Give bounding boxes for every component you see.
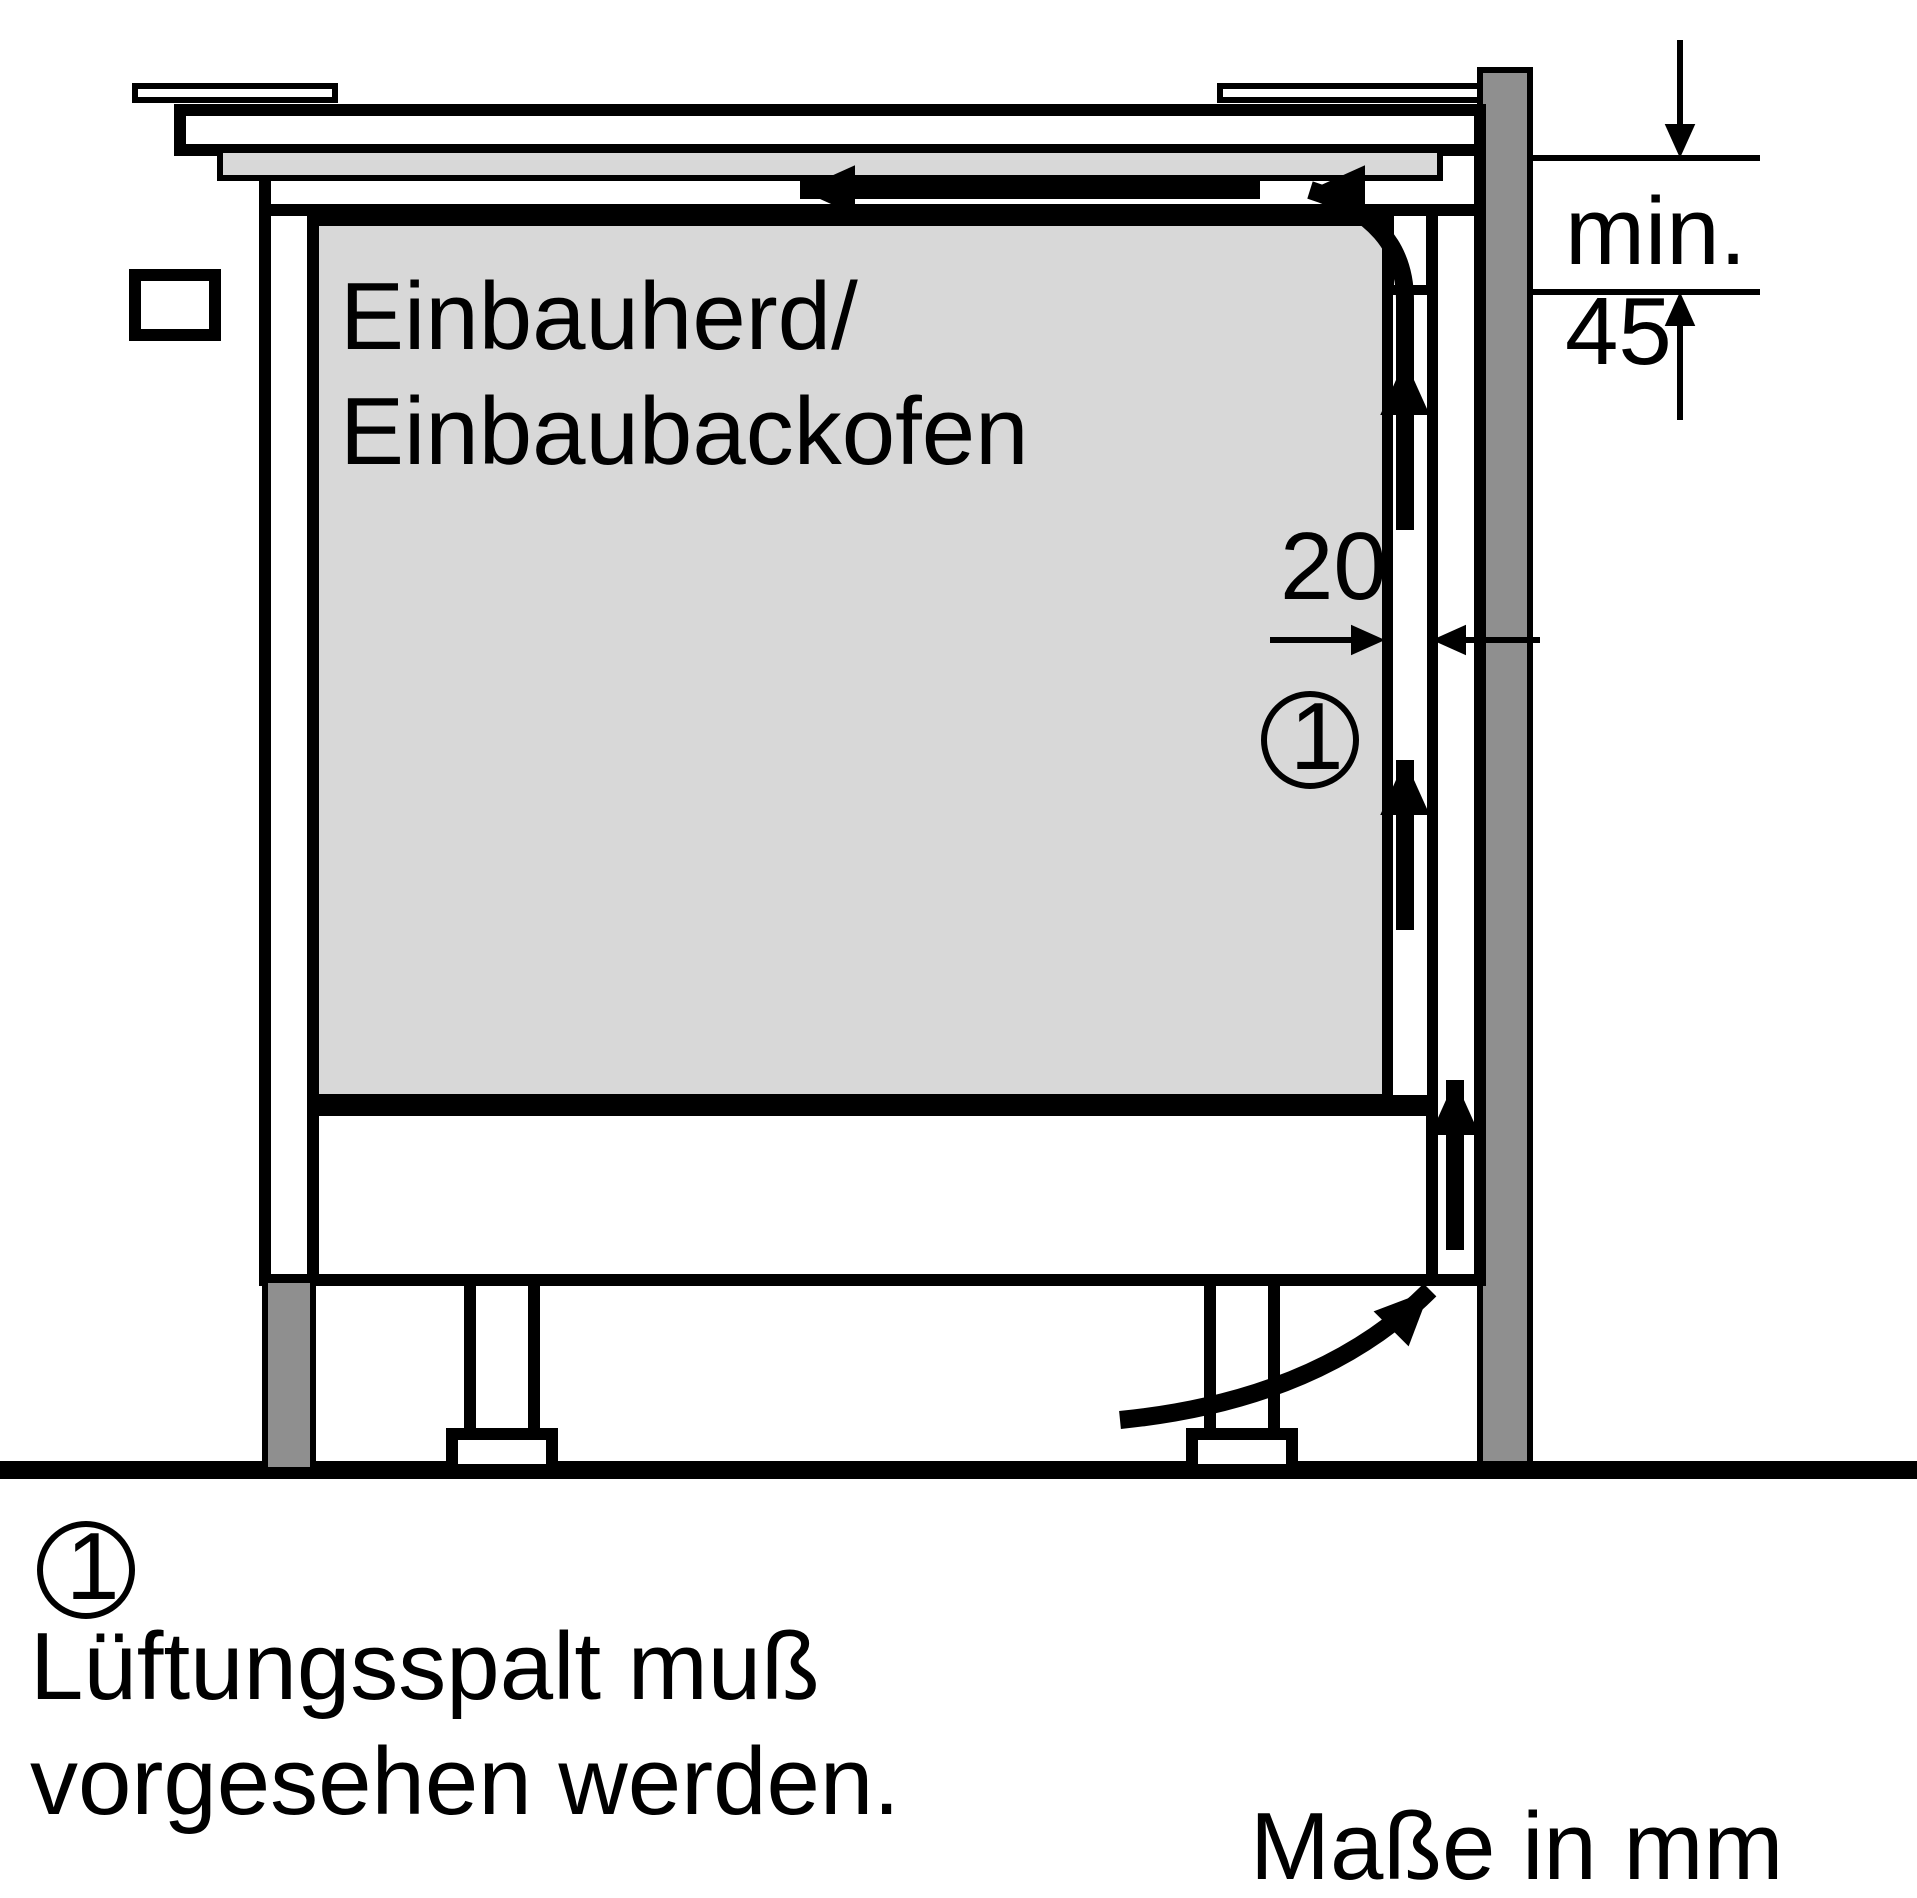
dim-20-label: 20	[1280, 513, 1387, 620]
cabinet-bottom-panel	[313, 1110, 1432, 1280]
units-footer: Maße in mm	[1250, 1793, 1783, 1898]
cooktop-underside	[220, 150, 1440, 178]
oven-label-line1: Einbauherd/	[340, 263, 858, 370]
callout-1-glyph: 1	[1290, 683, 1343, 790]
cooktop-tab-right	[1220, 86, 1480, 100]
cabinet-leg-right	[1192, 1280, 1292, 1470]
cooktop-tab-left	[135, 86, 335, 100]
cabinet-rear-post	[265, 1280, 313, 1470]
dim-min45-label1: min.	[1565, 178, 1746, 285]
oven-label-line2: Einbaubackofen	[340, 378, 1029, 485]
cooktop-left-block	[135, 275, 215, 335]
legend-line1: Lüftungsspalt muß	[30, 1613, 820, 1720]
cabinet-side-left	[265, 150, 313, 1280]
dim-min45-label2: 45	[1565, 278, 1672, 385]
legend-line2: vorgesehen werden.	[30, 1728, 900, 1835]
cabinet-leg-left	[452, 1280, 552, 1470]
legend-1-glyph: 1	[66, 1513, 119, 1620]
wall	[1480, 70, 1530, 1470]
cooktop-plate	[180, 110, 1480, 150]
